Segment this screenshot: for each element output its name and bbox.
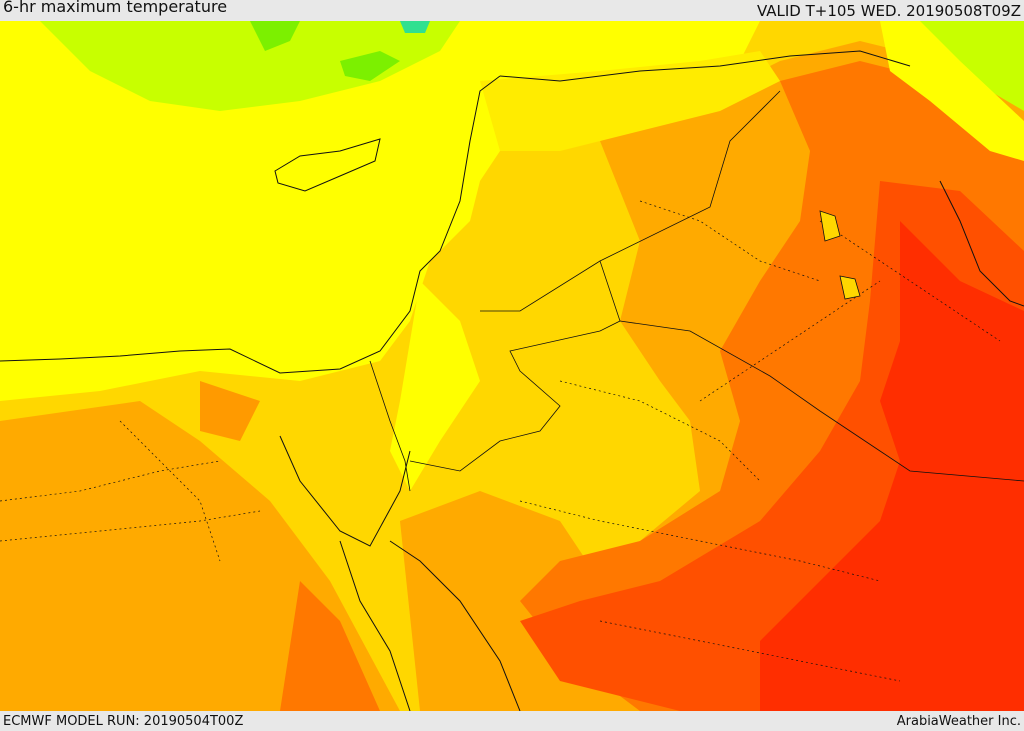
lake-2 <box>839 275 861 300</box>
temp-band-yellow-turkey <box>480 51 780 151</box>
valid-time-label: VALID T+105 WED. 20190508T09Z <box>756 2 1021 20</box>
model-run-label: ECMWF MODEL RUN: 20190504T00Z <box>3 714 244 729</box>
map-footer: ECMWF MODEL RUN: 20190504T00Z ArabiaWeat… <box>0 711 1024 729</box>
temp-band-cyan <box>400 21 430 33</box>
temp-band-yellow-green-ne <box>920 21 1024 111</box>
temperature-map <box>0 21 1024 711</box>
credit-label: ArabiaWeather Inc. <box>896 714 1021 729</box>
map-header: 6-hr maximum temperature VALID T+105 WED… <box>0 0 1024 21</box>
province-boundaries <box>0 200 1001 682</box>
temp-band-yellow-green <box>40 21 460 111</box>
map-title: 6-hr maximum temperature <box>3 0 228 16</box>
temp-band-yellow-ne <box>880 21 1024 161</box>
coastlines <box>0 50 1024 711</box>
country-borders <box>369 90 1024 492</box>
temp-band-green-2 <box>340 51 400 81</box>
temp-band-dark-orange-delta <box>200 381 260 441</box>
temp-band-dark-orange-egypt <box>280 581 380 711</box>
temperature-map-canvas <box>0 21 1024 711</box>
lake-1 <box>819 210 841 242</box>
temp-band-red <box>760 221 1024 711</box>
temp-band-green <box>250 21 300 51</box>
temp-band-yellow-levant <box>390 281 480 491</box>
